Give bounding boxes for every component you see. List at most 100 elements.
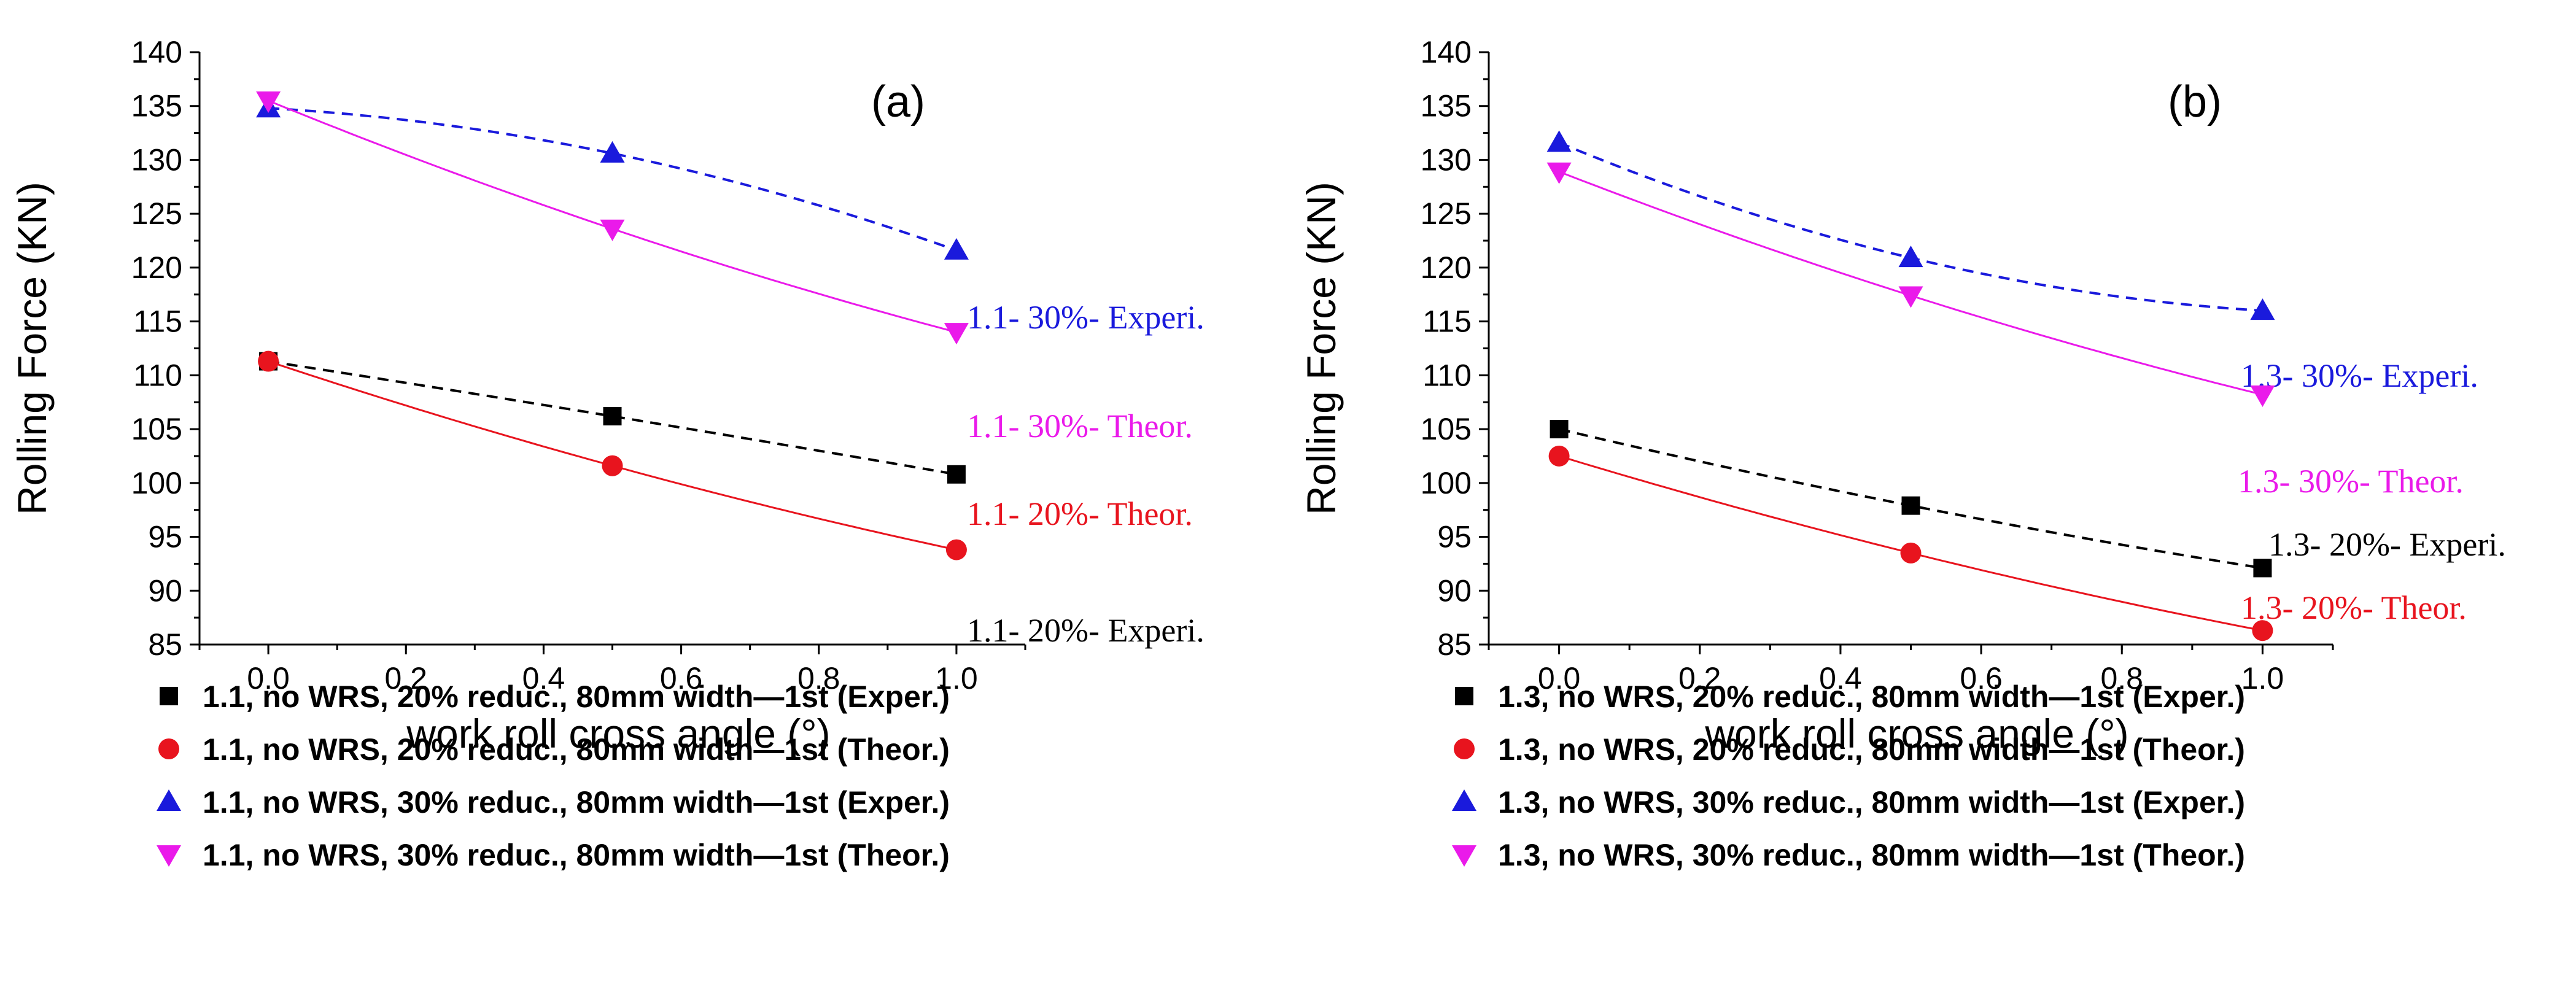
x-tick-label: 0.4	[522, 661, 565, 695]
y-tick-label: 100	[131, 466, 182, 500]
series-annotation: 1.3- 30%- Experi.	[2241, 357, 2478, 394]
series-line	[1558, 141, 2263, 312]
data-point-marker	[2250, 298, 2275, 320]
x-tick-label: 0.6	[1960, 661, 2003, 695]
series-line	[268, 360, 957, 476]
y-tick-label: 135	[1421, 89, 1472, 123]
series-4: 1.1- 30%- Theor.	[256, 91, 1193, 444]
data-point-marker	[2250, 385, 2275, 407]
y-tick-label: 140	[1421, 35, 1472, 69]
series-annotation: 1.3- 20%- Experi.	[2268, 526, 2506, 563]
x-tick-label: 1.0	[2241, 661, 2284, 695]
panel-label: (a)	[871, 77, 925, 126]
chart-panel-2: 85 90 95 100 105 110 115 120 125 130 135 140 0.0 0.2 0…	[1298, 35, 2506, 872]
y-tick-label: 95	[1437, 520, 1472, 554]
x-tick-label: 0.8	[2100, 661, 2143, 695]
x-tick-label: 0.8	[797, 661, 840, 695]
legend-entry-label: 1.1, no WRS, 30% reduc., 80mm width—1st …	[203, 838, 950, 872]
data-point-marker	[1898, 246, 1923, 268]
series-1: 1.1- 20%- Experi.	[259, 352, 1205, 649]
data-point-marker	[258, 351, 279, 372]
y-tick-label: 130	[131, 142, 182, 177]
y-tick-label: 110	[133, 358, 182, 392]
x-tick-label: 1.0	[935, 661, 978, 695]
legend-marker	[160, 687, 178, 705]
series-1: 1.3- 20%- Experi.	[1550, 420, 2506, 578]
y-tick-label: 90	[148, 573, 182, 608]
y-tick-label: 110	[1422, 358, 1472, 392]
data-point-marker	[1550, 420, 1569, 439]
legend-entry-label: 1.3, no WRS, 30% reduc., 80mm width—1st …	[1498, 838, 2245, 872]
series-annotation: 1.1- 30%- Experi.	[967, 299, 1205, 336]
y-axis-title: Rolling Force (KN)	[1298, 182, 1344, 515]
y-tick-label: 85	[148, 627, 182, 662]
y-axis-title: Rolling Force (KN)	[9, 182, 55, 515]
legend-entry-label: 1.3, no WRS, 20% reduc., 80mm width—1st …	[1498, 680, 2245, 714]
series-annotation: 1.3- 20%- Theor.	[2241, 589, 2467, 626]
y-tick-label: 105	[1421, 412, 1472, 446]
y-tick-label: 105	[131, 412, 182, 446]
legend-marker	[158, 738, 179, 759]
data-point-marker	[256, 91, 281, 113]
data-point-marker	[1548, 445, 1570, 467]
series-2: 1.3- 20%- Theor.	[1548, 445, 2467, 641]
legend-marker	[1455, 687, 1473, 705]
legend-marker	[1452, 845, 1476, 867]
legend-marker	[157, 789, 181, 811]
series-line	[1559, 171, 2263, 396]
chart-panel-1: 85 90 95 100 105 110 115 120 125 130 135 140 0.0 0.2 0…	[9, 35, 1205, 872]
x-tick-label: 0.4	[1819, 661, 1862, 695]
y-tick-label: 120	[1421, 250, 1472, 285]
y-tick-label: 100	[1421, 466, 1472, 500]
data-point-marker	[1900, 542, 1922, 564]
x-tick-label: 0.2	[1678, 661, 1721, 695]
data-point-marker	[600, 219, 625, 241]
data-point-marker	[944, 238, 969, 260]
data-point-marker	[945, 539, 967, 560]
legend-entry-label: 1.3, no WRS, 20% reduc., 80mm width—1st …	[1498, 732, 2245, 767]
y-tick-label: 135	[131, 89, 182, 123]
x-tick-label: 0.2	[384, 661, 427, 695]
legend-entry-label: 1.3, no WRS, 30% reduc., 80mm width—1st …	[1498, 785, 2245, 819]
data-point-marker	[603, 407, 622, 426]
data-point-marker	[1546, 162, 1572, 184]
series-3: 1.3- 30%- Experi.	[1546, 130, 2478, 394]
x-tick-label: 0.6	[660, 661, 703, 695]
y-tick-label: 140	[131, 35, 182, 69]
y-tick-label: 115	[133, 304, 182, 339]
legend: 1.3, no WRS, 20% reduc., 80mm width—1st …	[1452, 680, 2245, 872]
data-point-marker	[600, 141, 625, 163]
legend-entry-label: 1.1, no WRS, 30% reduc., 80mm width—1st …	[203, 785, 950, 819]
data-point-marker	[602, 455, 623, 476]
y-tick-label: 125	[1421, 196, 1472, 231]
legend: 1.1, no WRS, 20% reduc., 80mm width—1st …	[157, 680, 950, 872]
x-tick-label: 0.0	[1538, 661, 1581, 695]
y-tick-label: 125	[131, 196, 182, 231]
x-axis-title: work roll cross angle (°)	[406, 711, 830, 756]
x-tick-label: 0.0	[247, 661, 290, 695]
data-point-marker	[947, 465, 966, 484]
series-annotation: 1.1- 20%- Theor.	[967, 495, 1193, 532]
y-tick-label: 130	[1421, 142, 1472, 177]
legend-marker	[1454, 738, 1475, 759]
legend-entry-label: 1.1, no WRS, 20% reduc., 80mm width—1st …	[203, 680, 950, 714]
y-tick-label: 95	[148, 520, 182, 554]
data-point-marker	[2253, 559, 2272, 578]
y-tick-label: 120	[131, 250, 182, 285]
data-point-marker	[1546, 130, 1572, 152]
series-line	[268, 107, 957, 252]
legend-marker	[157, 845, 181, 867]
y-tick-label: 85	[1437, 627, 1472, 662]
series-2: 1.1- 20%- Theor.	[258, 351, 1193, 560]
data-point-marker	[1901, 496, 1920, 515]
x-axis-title: work roll cross angle (°)	[1704, 711, 2128, 756]
panel-label: (b)	[2168, 77, 2222, 126]
series-annotation: 1.3- 30%- Theor.	[2238, 463, 2464, 500]
series-annotation: 1.1- 30%- Theor.	[967, 408, 1193, 444]
series-annotation: 1.1- 20%- Experi.	[967, 612, 1205, 649]
data-point-marker	[944, 323, 969, 345]
y-tick-label: 90	[1437, 573, 1472, 608]
y-tick-label: 115	[1422, 304, 1472, 339]
series-3: 1.1- 30%- Experi.	[256, 96, 1205, 336]
